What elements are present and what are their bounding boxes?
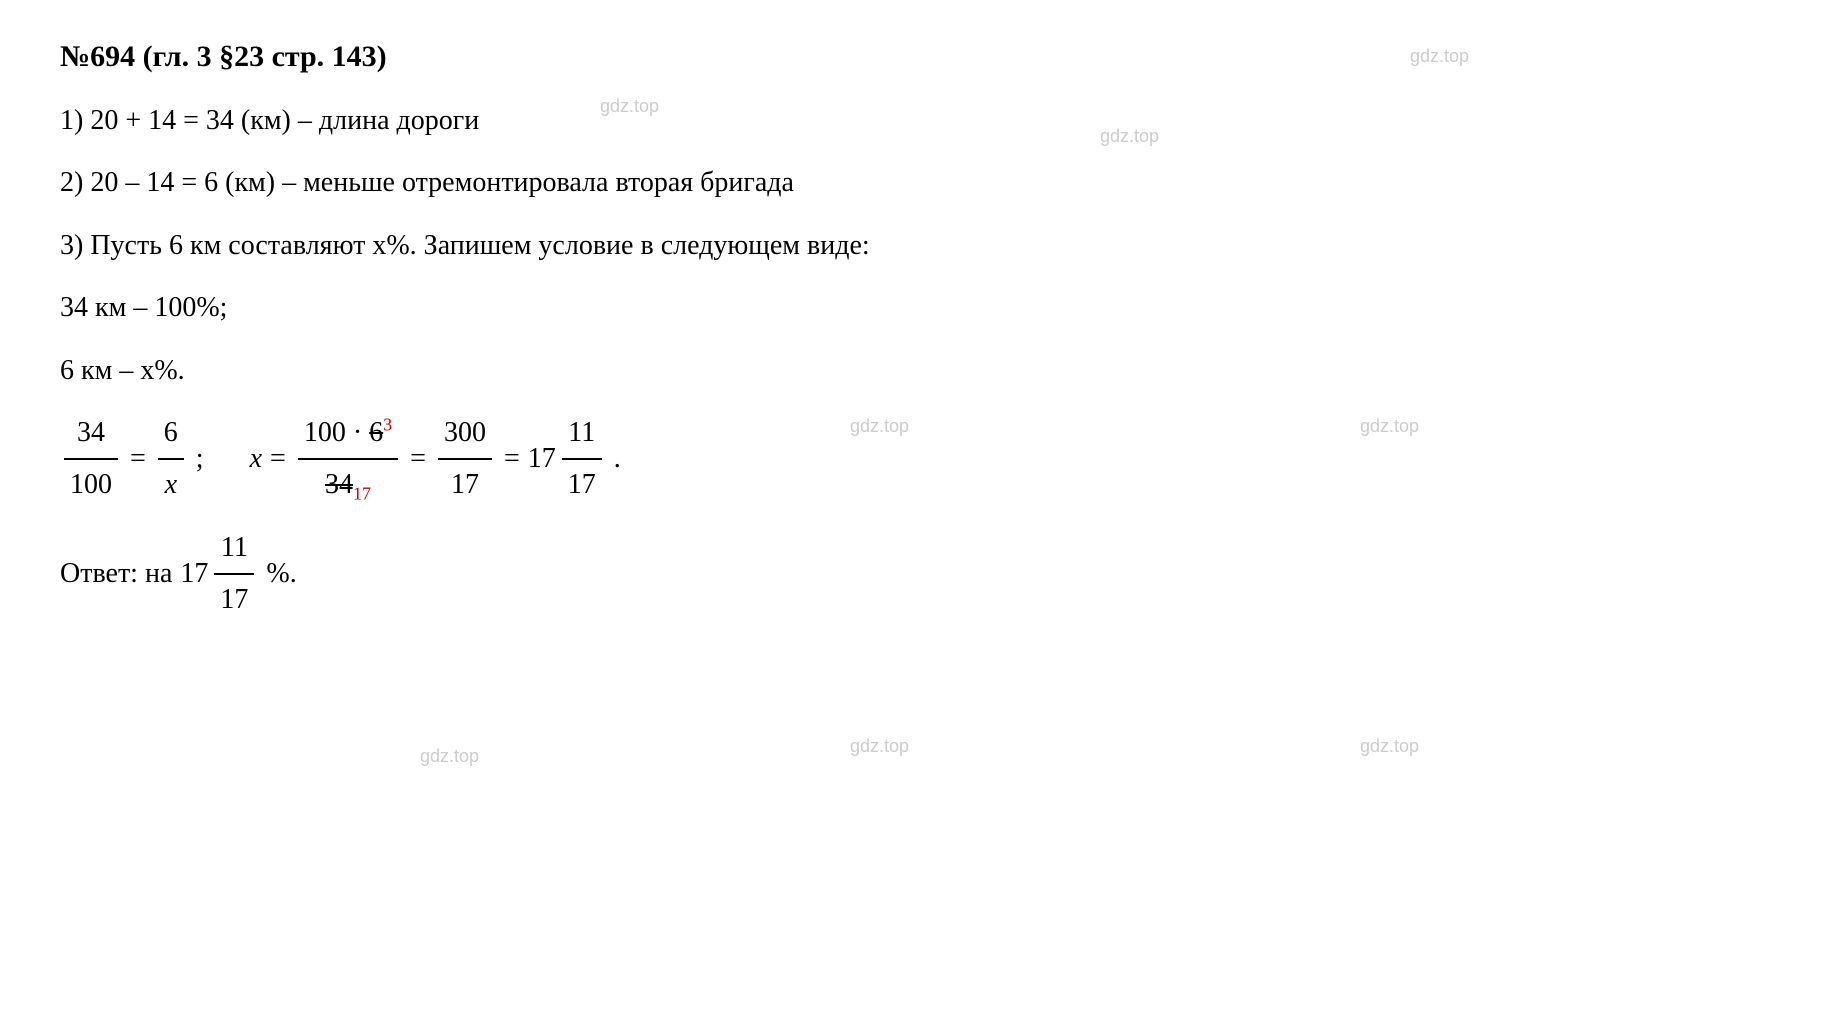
semicolon: ; bbox=[196, 434, 204, 484]
answer-suffix: %. bbox=[266, 549, 296, 599]
frac2-denominator: x bbox=[158, 460, 184, 510]
frac4-numerator: 300 bbox=[438, 408, 492, 460]
fraction-3: 100 · 63 3417 bbox=[298, 408, 398, 511]
answer-label: Ответ: на bbox=[60, 549, 172, 599]
step-2: 2) 20 – 14 = 6 (км) – меньше отремонтиро… bbox=[60, 158, 1778, 208]
frac3-num-strike: 6 bbox=[369, 417, 383, 448]
mixed1-numerator: 11 bbox=[562, 408, 602, 460]
period: . bbox=[614, 434, 621, 484]
equals-3: = bbox=[410, 434, 426, 484]
mixed1-frac: 11 17 bbox=[562, 408, 602, 511]
frac3-num-sup: 3 bbox=[383, 415, 392, 435]
frac1-numerator: 34 bbox=[64, 408, 118, 460]
answer-denominator: 17 bbox=[214, 575, 254, 625]
fraction-1: 34 100 bbox=[64, 408, 118, 511]
frac4-denominator: 17 bbox=[438, 460, 492, 510]
frac3-numerator: 100 · 63 bbox=[298, 408, 398, 460]
document-container: №694 (гл. 3 §23 стр. 143) 1) 20 + 14 = 3… bbox=[60, 30, 1778, 995]
mixed-number-1: 17 11 17 bbox=[528, 408, 606, 511]
proportion-line-2: 6 км – х%. bbox=[60, 346, 1778, 396]
frac1-denominator: 100 bbox=[64, 460, 118, 510]
answer-frac: 11 17 bbox=[214, 523, 254, 626]
frac3-den-sub: 17 bbox=[353, 484, 371, 504]
step-1: 1) 20 + 14 = 34 (км) – длина дороги bbox=[60, 96, 1778, 146]
frac3-denominator: 3417 bbox=[298, 460, 398, 510]
watermark-8: gdz.top bbox=[1360, 730, 1419, 762]
fraction-4: 300 17 bbox=[438, 408, 492, 511]
equals-1: = bbox=[130, 434, 146, 484]
frac3-num-prefix: 100 · bbox=[304, 417, 369, 448]
frac2-numerator: 6 bbox=[158, 408, 184, 460]
problem-title: №694 (гл. 3 §23 стр. 143) bbox=[60, 30, 1778, 84]
mixed1-whole: 17 bbox=[528, 434, 556, 484]
watermark-7: gdz.top bbox=[850, 730, 909, 762]
equals-4: = bbox=[504, 434, 520, 484]
frac3-den-strike: 34 bbox=[325, 469, 353, 500]
equals-2: = bbox=[270, 434, 286, 484]
answer-mixed: 17 11 17 bbox=[180, 523, 258, 626]
watermark-6: gdz.top bbox=[420, 740, 479, 772]
answer-numerator: 11 bbox=[214, 523, 254, 575]
proportion-line-1: 34 км – 100%; bbox=[60, 283, 1778, 333]
mixed1-denominator: 17 bbox=[562, 460, 602, 510]
x-variable: x bbox=[250, 434, 262, 484]
equation-row: 34 100 = 6 x ; x = 100 · 63 3417 = 300 1… bbox=[60, 408, 1778, 511]
answer-whole: 17 bbox=[180, 549, 208, 599]
answer-row: Ответ: на 17 11 17 %. bbox=[60, 523, 1778, 626]
step-3: 3) Пусть 6 км составляют х%. Запишем усл… bbox=[60, 221, 1778, 271]
fraction-2: 6 x bbox=[158, 408, 184, 511]
